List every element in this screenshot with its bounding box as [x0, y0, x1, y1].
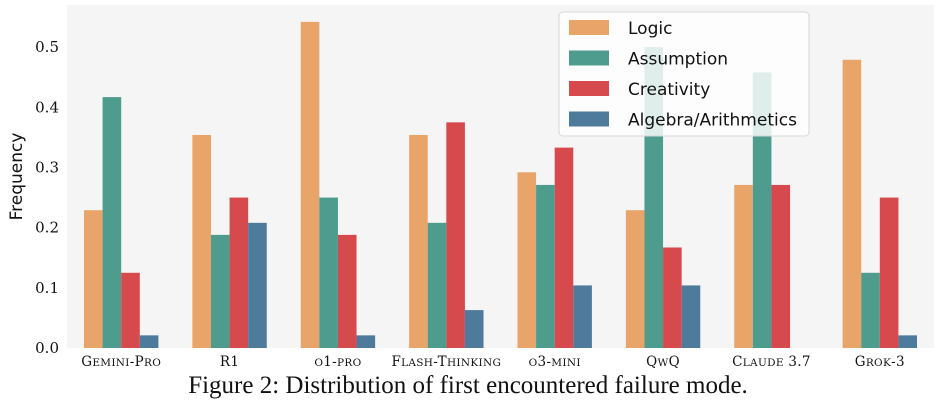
y-tick-label: 0.1	[35, 279, 59, 297]
bar	[681, 285, 701, 348]
y-tick-label: 0.5	[35, 38, 59, 56]
legend-box	[558, 11, 810, 137]
bar	[229, 197, 249, 348]
bar	[734, 184, 753, 348]
bar-chart: 0.0 0.1 0.2 0.3 0.4 0.5 GEMINI-PRO R1 O1-PRO FLA…	[7, 11, 918, 370]
x-tick-label: GEMINI-PRO	[81, 354, 161, 370]
legend-label: Assumption	[628, 50, 728, 70]
bar	[446, 122, 465, 348]
x-tick-label: CLAUDE 3.7	[732, 354, 811, 370]
bar	[210, 234, 230, 348]
x-tick-label: O3-MINI	[529, 354, 581, 370]
x-tick-label: QWQ	[646, 354, 680, 370]
legend-label: Logic	[628, 19, 672, 39]
bar	[337, 234, 357, 348]
bar	[248, 222, 267, 348]
y-tick-label: 0.0	[35, 339, 59, 357]
legend-swatch	[569, 50, 609, 66]
bar	[842, 59, 862, 349]
x-tick-label: O1-PRO	[314, 354, 361, 370]
figure-caption: Figure 2: Distribution of first encounte…	[188, 372, 748, 399]
bar	[536, 184, 555, 348]
bar	[573, 285, 592, 348]
bar	[319, 197, 338, 348]
bar	[427, 222, 447, 348]
bar	[121, 272, 140, 348]
bar	[300, 21, 320, 349]
y-axis-label: Frequency	[7, 133, 27, 221]
bar	[192, 134, 211, 348]
legend: Logic Assumption Creativity Algebra/Arithme…	[558, 11, 810, 137]
x-tick-label: GROK-3	[855, 354, 905, 370]
y-tick-label: 0.4	[35, 98, 59, 116]
legend-swatch	[569, 81, 609, 96]
legend-swatch	[569, 20, 609, 35]
bar	[752, 72, 772, 349]
bar	[879, 197, 899, 348]
bar	[356, 335, 376, 348]
y-tick-label: 0.2	[35, 219, 59, 237]
x-axis: GEMINI-PRO R1 O1-PRO FLASH-THINKING O3-MINI Q…	[81, 354, 905, 370]
bar	[861, 272, 880, 348]
bar	[409, 134, 428, 348]
bar	[464, 310, 484, 348]
legend-label: Creativity	[628, 80, 710, 100]
bar	[139, 335, 159, 348]
bar	[102, 97, 122, 348]
bar	[554, 147, 574, 348]
legend-label: Algebra/Arithmetics	[628, 111, 797, 131]
y-tick-label: 0.3	[35, 158, 59, 176]
bar	[663, 247, 682, 348]
x-tick-label: R1	[220, 354, 239, 370]
legend-swatch	[569, 111, 609, 127]
bar	[83, 210, 103, 348]
y-axis: 0.0 0.1 0.2 0.3 0.4 0.5	[35, 38, 59, 357]
bar	[898, 335, 918, 348]
bar	[517, 172, 537, 348]
bar	[625, 210, 645, 348]
x-tick-label: FLASH-THINKING	[391, 354, 501, 370]
bar	[771, 184, 791, 348]
